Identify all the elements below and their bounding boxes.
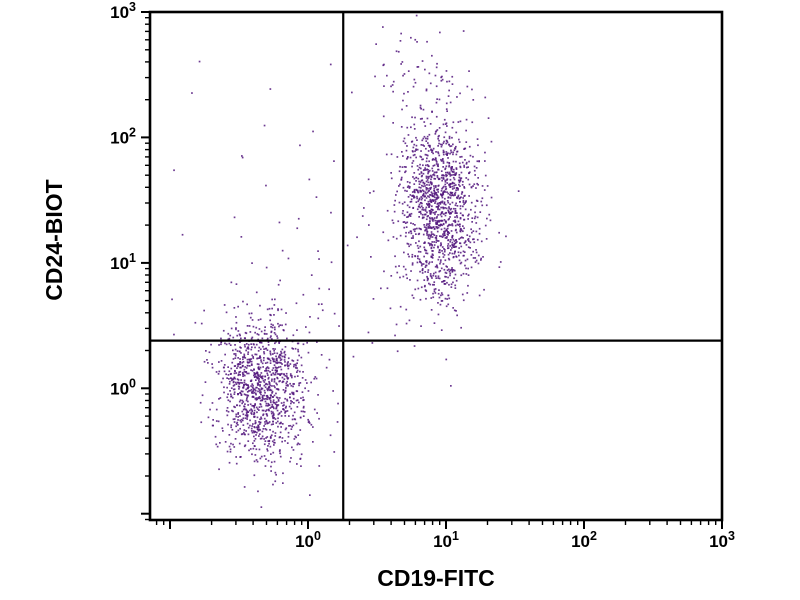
svg-text:102: 102 — [110, 125, 136, 147]
svg-text:103: 103 — [709, 529, 735, 551]
svg-text:102: 102 — [571, 529, 597, 551]
x-axis-label: CD19-FITC — [377, 565, 495, 591]
y-axis-label: CD24-BIOT — [41, 179, 67, 300]
tick-labels: 100 101 102 103 100 101 102 103 — [110, 0, 735, 551]
svg-text:103: 103 — [110, 0, 136, 22]
plot-frame — [148, 10, 724, 522]
svg-text:101: 101 — [110, 251, 136, 273]
svg-text:100: 100 — [110, 376, 136, 398]
svg-text:101: 101 — [433, 529, 459, 551]
scatter-points — [171, 14, 520, 508]
svg-text:100: 100 — [295, 529, 321, 551]
